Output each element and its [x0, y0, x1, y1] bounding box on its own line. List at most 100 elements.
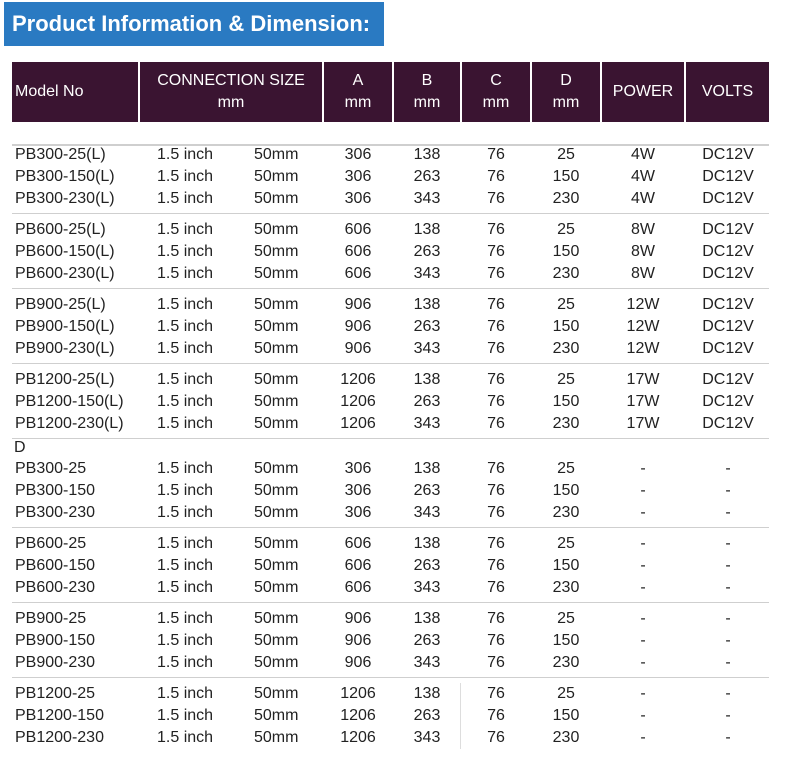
table-row: PB900-230 1.5 inch 50mm 906 343 76 230 - -: [0, 652, 790, 674]
cell-b: 263: [413, 318, 441, 335]
cell-d: 230: [552, 729, 580, 746]
cell-power: 12W: [626, 340, 660, 357]
group-divider: [12, 677, 769, 678]
group-divider: [12, 288, 769, 289]
cell-a: 606: [344, 557, 372, 574]
cell-inch: 1.5 inch: [157, 610, 214, 627]
table-row: PB1200-150 1.5 inch 50mm 1206 263 76 150 - -: [0, 705, 790, 727]
cell-mm: 50mm: [254, 685, 299, 702]
cell-mm: 50mm: [254, 579, 299, 596]
cell-c: 76: [487, 557, 505, 574]
cell-model: PB300-230(L): [15, 190, 115, 207]
cell-a: 906: [344, 654, 372, 671]
cell-inch: 1.5 inch: [157, 243, 214, 260]
cell-a: 1206: [340, 371, 376, 388]
cell-mm: 50mm: [254, 265, 299, 282]
cell-volts: -: [725, 482, 731, 499]
header-label: Model No: [15, 83, 84, 100]
cell-power: 17W: [626, 371, 660, 388]
cell-volts: DC12V: [702, 296, 754, 313]
cell-inch: 1.5 inch: [157, 460, 214, 477]
cell-d: 230: [552, 415, 580, 432]
cell-b: 263: [413, 632, 441, 649]
cell-volts: DC12V: [702, 340, 754, 357]
cell-volts: -: [725, 504, 731, 521]
header-divider: [600, 62, 602, 122]
table-row: PB600-230(L) 1.5 inch 50mm 606 343 76 230 8W DC1…: [0, 263, 790, 285]
cell-mm: 50mm: [254, 340, 299, 357]
group-divider: [12, 602, 769, 603]
cell-b: 138: [413, 146, 441, 163]
cell-volts: -: [725, 579, 731, 596]
cell-mm: 50mm: [254, 393, 299, 410]
cell-b: 138: [413, 685, 441, 702]
cell-c: 76: [487, 654, 505, 671]
cell-a: 306: [344, 504, 372, 521]
header-d: D mm: [532, 62, 600, 122]
cell-inch: 1.5 inch: [157, 340, 214, 357]
cell-c: 76: [487, 221, 505, 238]
cell-power: 8W: [631, 265, 655, 282]
cell-volts: -: [725, 557, 731, 574]
cell-a: 306: [344, 190, 372, 207]
table-row: PB300-25 1.5 inch 50mm 306 138 76 25 - -: [0, 458, 790, 480]
cell-a: 1206: [340, 729, 376, 746]
cell-volts: -: [725, 685, 731, 702]
cell-c: 76: [487, 243, 505, 260]
header-model-no: Model No: [12, 62, 143, 122]
cell-inch: 1.5 inch: [157, 371, 214, 388]
cell-volts: DC12V: [702, 265, 754, 282]
header-label: B: [421, 72, 433, 89]
table-row: PB300-230(L) 1.5 inch 50mm 306 343 76 230 4W DC1…: [0, 188, 790, 210]
cell-model: PB1200-25: [15, 685, 96, 702]
cell-c: 76: [487, 707, 505, 724]
cell-mm: 50mm: [254, 190, 299, 207]
table-header: Model No CONNECTION SIZE mm A mm B mm C …: [12, 62, 769, 122]
cell-b: 263: [413, 482, 441, 499]
table-row: PB900-230(L) 1.5 inch 50mm 906 343 76 230 12W DC…: [0, 338, 790, 360]
cell-c: 76: [487, 296, 505, 313]
cell-model: PB600-25: [15, 535, 87, 552]
cell-model: PB1200-25(L): [15, 371, 115, 388]
cell-d: 150: [552, 243, 580, 260]
cell-c: 76: [487, 146, 505, 163]
cell-c: 76: [487, 504, 505, 521]
section-label: D: [14, 439, 26, 456]
cell-c: 76: [487, 610, 505, 627]
cell-a: 1206: [340, 707, 376, 724]
cell-mm: 50mm: [254, 729, 299, 746]
header-label: C: [490, 72, 502, 89]
cell-c: 76: [487, 579, 505, 596]
table-row: PB900-25 1.5 inch 50mm 906 138 76 25 - -: [0, 608, 790, 630]
table-top-rule: [12, 144, 769, 146]
cell-a: 306: [344, 482, 372, 499]
cell-c: 76: [487, 393, 505, 410]
cell-d: 230: [552, 654, 580, 671]
cell-volts: DC12V: [702, 146, 754, 163]
cell-model: PB900-150: [15, 632, 96, 649]
cell-model: PB300-230: [15, 504, 96, 521]
cell-d: 25: [557, 146, 575, 163]
cell-volts: DC12V: [702, 318, 754, 335]
cell-d: 150: [552, 557, 580, 574]
cell-model: PB1200-230: [15, 729, 104, 746]
cell-model: PB600-150: [15, 557, 96, 574]
cell-b: 263: [413, 243, 441, 260]
cell-mm: 50mm: [254, 296, 299, 313]
cell-mm: 50mm: [254, 243, 299, 260]
header-label: A: [352, 72, 364, 89]
cell-b: 138: [413, 371, 441, 388]
cell-d: 150: [552, 632, 580, 649]
cell-volts: -: [725, 610, 731, 627]
cell-a: 906: [344, 632, 372, 649]
cell-volts: DC12V: [702, 415, 754, 432]
cell-b: 138: [413, 296, 441, 313]
header-connection-size: CONNECTION SIZE mm: [140, 62, 322, 122]
cell-mm: 50mm: [254, 460, 299, 477]
cell-b: 343: [413, 729, 441, 746]
header-divider: [392, 62, 394, 122]
cell-c: 76: [487, 482, 505, 499]
cell-volts: DC12V: [702, 243, 754, 260]
header-divider: [322, 62, 324, 122]
group-divider: [12, 363, 769, 364]
